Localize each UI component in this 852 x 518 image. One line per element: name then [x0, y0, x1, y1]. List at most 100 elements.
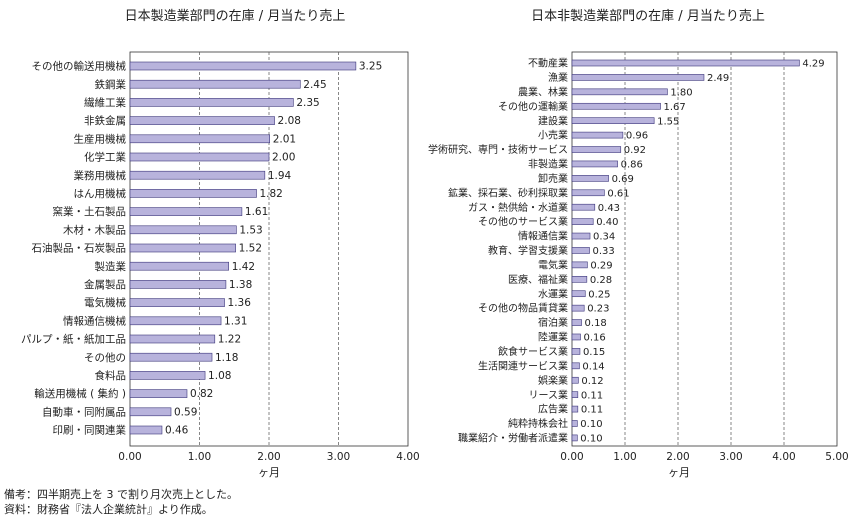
chart-2-bar — [571, 74, 705, 81]
chart-1-bar — [129, 243, 236, 253]
footnote-source: 資料：財務省『法人企業統計』より作成。 — [4, 503, 213, 516]
chart-2-category-label: 電気業 — [538, 258, 568, 271]
chart-2-bar — [571, 218, 594, 225]
chart-1-bar — [129, 261, 229, 271]
chart-2-bar — [571, 232, 591, 240]
chart-2-data-label: 0.10 — [580, 419, 602, 430]
chart-1-category-label: 情報通信機械 — [63, 314, 126, 327]
chart-2-category-label: 学術研究、専門・技術サービス — [428, 143, 568, 156]
chart-2-bar — [571, 175, 609, 182]
chart-1-title: 日本製造業部門の在庫 / 月当たり売上 — [125, 8, 346, 24]
chart-2-data-label: 0.33 — [592, 246, 614, 257]
chart-1-xlabel: ヶ月 — [258, 466, 280, 479]
chart-2-x-tick-label: 5.00 — [825, 451, 848, 463]
chart-2-data-label: 1.80 — [670, 87, 692, 98]
chart-2-bar — [571, 102, 661, 110]
chart-1-data-label: 3.25 — [359, 61, 382, 73]
chart-1-data-label: 2.45 — [303, 79, 326, 91]
chart-2-data-label: 0.14 — [582, 361, 604, 372]
chart-2-data-label: 0.23 — [587, 304, 609, 315]
chart-2-category-label: その他の運輸業 — [498, 100, 568, 113]
chart-1-bar — [129, 316, 222, 326]
chart-1-category-label: 食料品 — [95, 369, 127, 382]
chart-1-data-label: 1.22 — [218, 334, 241, 346]
chart-1-bar — [129, 134, 270, 144]
chart-2-category-label: 娯楽業 — [538, 374, 568, 387]
chart-2-data-label: 0.18 — [585, 318, 607, 329]
chart-1-data-label: 1.52 — [239, 243, 262, 255]
chart-2-data-label: 0.43 — [598, 203, 620, 214]
chart-2-bar — [571, 391, 579, 398]
chart-2-bar — [571, 275, 588, 283]
chart-1-category-label: 鉄鋼業 — [95, 78, 127, 91]
chart-2-bar — [571, 333, 581, 341]
chart-2-category-label: 宿泊業 — [538, 316, 568, 329]
chart-2-bar — [571, 247, 590, 254]
chart-1-category-label: 非鉄金属 — [84, 114, 126, 127]
chart-2-category-label: 生活関連サービス業 — [478, 359, 568, 372]
chart-1-category-label: 金属製品 — [84, 278, 126, 291]
chart-1-bar — [129, 225, 237, 235]
chart-1-data-label: 1.18 — [215, 352, 238, 364]
chart-2-plot: 0.00 1.00 2.00 3.00 4.00 5.00 不動産業 4.29 漁業 2.49 農業… — [428, 51, 849, 463]
chart-2-category-label: 卸売業 — [538, 172, 568, 185]
chart-2-x-tick-label: 1.00 — [613, 451, 636, 463]
chart-2-data-label: 1.67 — [664, 102, 686, 113]
chart-2-data-label: 0.12 — [581, 376, 603, 387]
chart-1-data-label: 2.08 — [278, 115, 301, 127]
chart-2-data-label: 0.40 — [596, 217, 618, 228]
chart-2-data-label: 0.16 — [583, 333, 605, 344]
chart-1-bar — [129, 371, 206, 380]
chart-2-data-label: 0.10 — [580, 434, 602, 445]
chart-1-bar — [129, 298, 225, 307]
chart-2-data-label: 0.86 — [621, 160, 643, 171]
chart-1-x-tick-label: 2.00 — [257, 451, 280, 463]
chart-2-category-label: 純粋持株会社 — [508, 417, 568, 430]
chart-2-data-label: 0.15 — [583, 347, 605, 358]
chart-2-bar — [571, 319, 582, 326]
chart-2-category-label: 小売業 — [538, 129, 568, 142]
chart-2-category-label: その他の物品賃貸業 — [478, 302, 568, 315]
chart-1-bar — [129, 98, 294, 107]
chart-1-data-label: 0.82 — [190, 388, 213, 400]
chart-2-bar — [571, 348, 581, 355]
chart-2-bar — [571, 304, 585, 312]
chart-2-bar — [571, 434, 578, 442]
chart-2-bar — [571, 362, 580, 370]
chart-1-bar — [129, 425, 163, 435]
chart-2-category-label: 鉱業、採石業、砂利採取業 — [448, 186, 568, 199]
chart-2-data-label: 0.96 — [626, 131, 648, 142]
chart-1-plot: 0.00 1.00 2.00 3.00 4.00 その他の輸送用機械 3.25 鉄鋼業 2.45… — [21, 51, 420, 463]
chart-2-category-label: 陸運業 — [538, 331, 568, 344]
chart-1-category-label: 輸送用機械 ( 集約 ) — [34, 387, 126, 400]
chart-2-x-tick-label: 2.00 — [666, 451, 689, 463]
chart-1-category-label: 自動車・同附属品 — [42, 405, 126, 418]
chart-1-category-label: 電気機械 — [84, 296, 126, 309]
chart-1-bar — [129, 170, 266, 180]
chart-1-data-label: 2.01 — [273, 133, 296, 145]
chart-1-category-label: 製造業 — [95, 260, 127, 273]
chart-2-category-label: 水運業 — [538, 287, 568, 300]
chart-2-title: 日本非製造業部門の在庫 / 月当たり売上 — [531, 8, 765, 24]
chart-2-category-label: 広告業 — [538, 403, 568, 416]
chart-1-data-label: 0.46 — [165, 425, 189, 437]
chart-1-bar — [129, 352, 213, 362]
chart-2-bar — [571, 117, 655, 124]
footnote-remarks: 備考：四半期売上を 3 で割り月次売上とした。 — [4, 488, 238, 501]
chart-1-category-label: 窯業・土石製品 — [53, 205, 127, 218]
chart-1-x-tick-label: 1.00 — [188, 451, 211, 463]
chart-1-x-tick-label: 0.00 — [118, 451, 141, 463]
chart-2-category-label: リース業 — [529, 388, 569, 401]
chart-1-data-label: 1.08 — [208, 370, 231, 382]
chart-1-data-label: 1.31 — [224, 315, 247, 327]
chart-2-category-label: ガス・熱供給・水道業 — [468, 201, 568, 214]
chart-1-x-tick-label: 3.00 — [327, 451, 350, 463]
chart-1-bar — [129, 334, 216, 344]
chart-1-data-label: 1.82 — [259, 188, 282, 200]
chart-1-category-label: はん用機械 — [74, 187, 127, 200]
chart-2-bar — [571, 189, 605, 197]
chart-2-category-label: 漁業 — [548, 71, 568, 84]
chart-1-data-label: 2.00 — [272, 152, 295, 164]
chart-2-xlabel: ヶ月 — [668, 466, 690, 479]
